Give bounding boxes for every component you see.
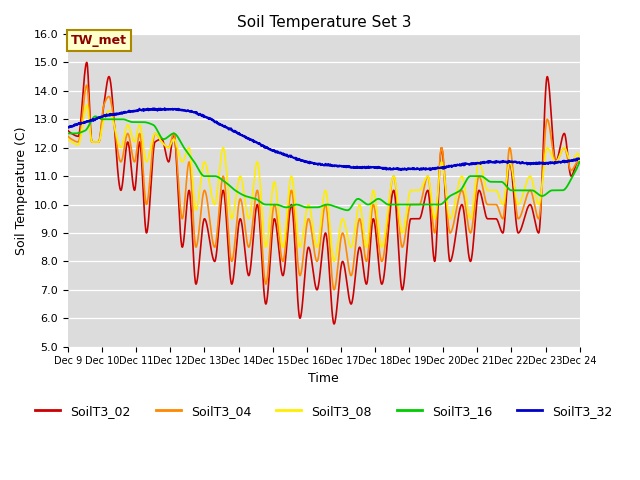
SoilT3_08 xyxy=(301,216,309,221)
Line: SoilT3_32: SoilT3_32 xyxy=(68,108,580,170)
SoilT3_02 xyxy=(104,75,112,81)
SoilT3_02 xyxy=(301,267,309,273)
SoilT3_02 xyxy=(292,265,300,271)
SoilT3_16 xyxy=(576,159,584,165)
Text: TW_met: TW_met xyxy=(71,34,127,47)
SoilT3_32 xyxy=(125,108,132,114)
SoilT3_02 xyxy=(83,60,91,65)
SoilT3_04 xyxy=(576,159,584,165)
SoilT3_02 xyxy=(125,142,132,148)
SoilT3_16 xyxy=(104,116,112,122)
SoilT3_16 xyxy=(344,207,351,213)
SoilT3_02 xyxy=(356,244,364,250)
Line: SoilT3_02: SoilT3_02 xyxy=(68,62,580,324)
SoilT3_32 xyxy=(356,164,364,170)
SoilT3_08 xyxy=(282,229,289,235)
SoilT3_04 xyxy=(64,133,72,139)
SoilT3_02 xyxy=(330,321,338,327)
SoilT3_04 xyxy=(301,234,309,240)
SoilT3_08 xyxy=(356,202,364,207)
SoilT3_02 xyxy=(576,159,584,165)
Line: SoilT3_16: SoilT3_16 xyxy=(68,117,580,210)
SoilT3_16 xyxy=(282,204,289,210)
Y-axis label: Soil Temperature (C): Soil Temperature (C) xyxy=(15,126,28,254)
SoilT3_32 xyxy=(64,125,72,131)
SoilT3_32 xyxy=(104,112,111,118)
SoilT3_32 xyxy=(292,156,300,162)
SoilT3_04 xyxy=(282,243,289,249)
SoilT3_16 xyxy=(292,202,300,207)
SoilT3_32 xyxy=(282,152,289,157)
SoilT3_16 xyxy=(301,204,309,210)
Line: SoilT3_08: SoilT3_08 xyxy=(68,105,580,261)
SoilT3_02 xyxy=(64,128,72,133)
SoilT3_08 xyxy=(83,102,91,108)
Line: SoilT3_04: SoilT3_04 xyxy=(68,85,580,290)
SoilT3_08 xyxy=(292,213,300,218)
SoilT3_16 xyxy=(92,114,99,120)
SoilT3_08 xyxy=(64,136,72,142)
SoilT3_04 xyxy=(292,235,300,240)
SoilT3_04 xyxy=(330,287,338,293)
Title: Soil Temperature Set 3: Soil Temperature Set 3 xyxy=(237,15,411,30)
SoilT3_04 xyxy=(104,94,112,100)
Legend: SoilT3_02, SoilT3_04, SoilT3_08, SoilT3_16, SoilT3_32: SoilT3_02, SoilT3_04, SoilT3_08, SoilT3_… xyxy=(31,400,617,423)
SoilT3_04 xyxy=(83,82,91,88)
SoilT3_04 xyxy=(125,132,132,138)
SoilT3_16 xyxy=(356,196,364,202)
X-axis label: Time: Time xyxy=(308,372,339,385)
SoilT3_32 xyxy=(426,167,434,173)
SoilT3_08 xyxy=(125,123,132,129)
SoilT3_32 xyxy=(161,106,169,111)
SoilT3_02 xyxy=(282,258,289,264)
SoilT3_16 xyxy=(64,131,72,136)
SoilT3_32 xyxy=(576,156,584,162)
SoilT3_08 xyxy=(576,159,584,165)
SoilT3_16 xyxy=(125,118,132,124)
SoilT3_08 xyxy=(330,258,338,264)
SoilT3_08 xyxy=(104,108,112,114)
SoilT3_04 xyxy=(356,216,364,222)
SoilT3_32 xyxy=(301,159,309,165)
